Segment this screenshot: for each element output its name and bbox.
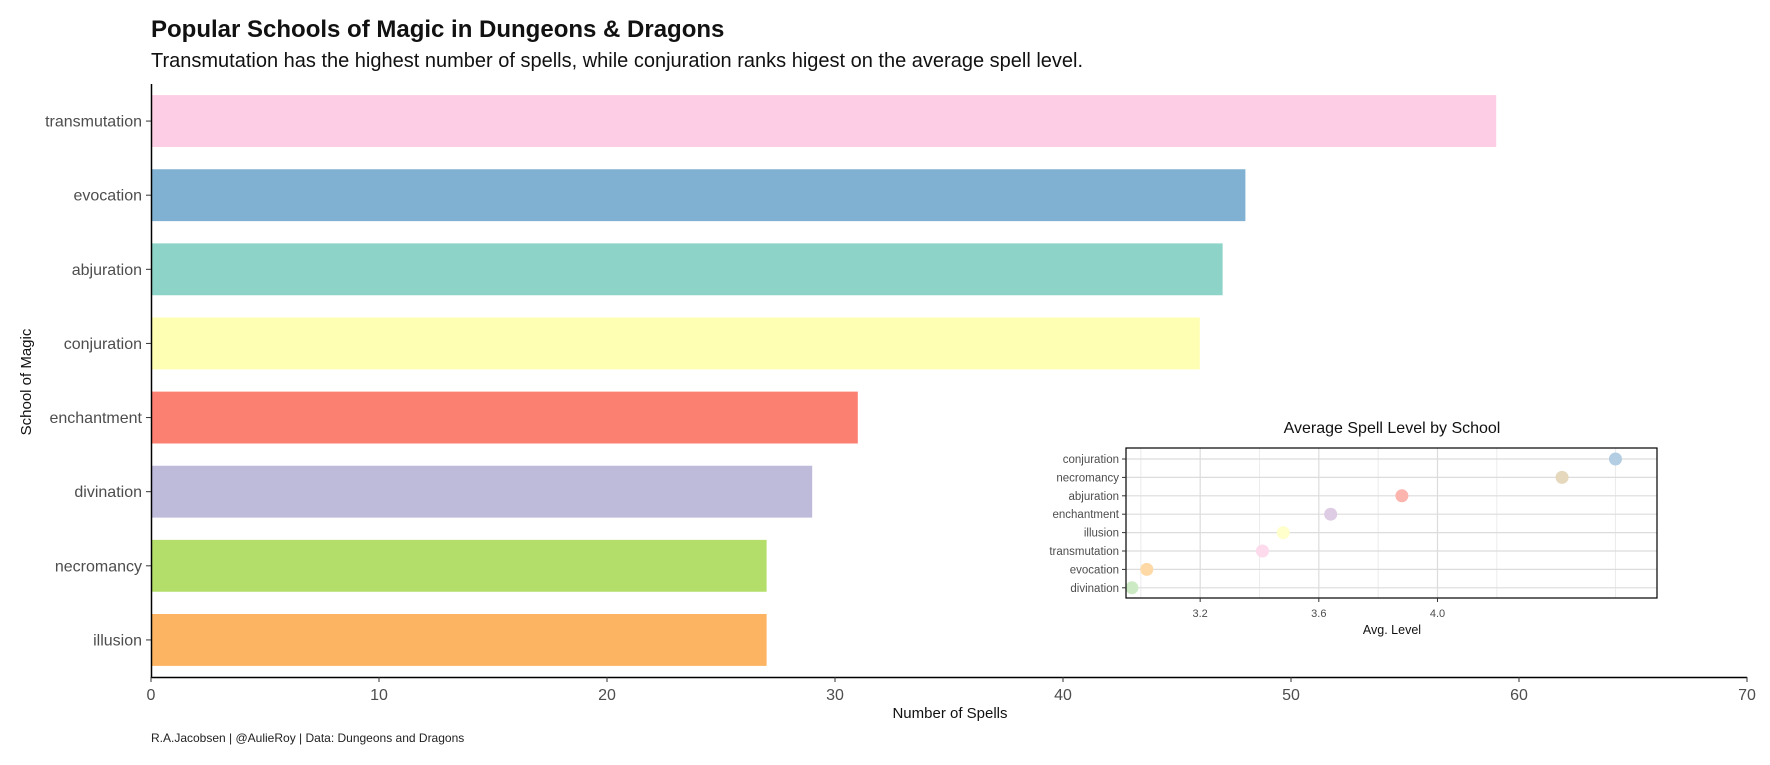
main-x-axis-title: Number of Spells [892, 705, 1007, 722]
inset-x-tick-label-3.6: 3.6 [1311, 608, 1326, 620]
inset-chart: Average Spell Level by School conjuratio… [1049, 420, 1658, 637]
category-label-evocation: evocation [74, 188, 143, 205]
inset-category-label-illusion: illusion [1084, 528, 1119, 540]
x-tick-label-50: 50 [1282, 687, 1300, 704]
x-tick-label-40: 40 [1054, 687, 1072, 704]
chart-subtitle: Transmutation has the highest number of … [151, 50, 1084, 72]
point-illusion [1276, 526, 1290, 540]
point-evocation [1140, 562, 1154, 576]
bar-abjuration [151, 243, 1223, 296]
inset-grid [1126, 448, 1657, 598]
point-enchantment [1324, 507, 1338, 521]
inset-point-group [1125, 452, 1622, 595]
inset-category-label-evocation: evocation [1070, 564, 1119, 576]
inset-tick-group: 3.2 3.6 4.0 [1193, 598, 1445, 620]
inset-x-tick-label-3.2: 3.2 [1193, 608, 1208, 620]
category-label-enchantment: enchantment [49, 410, 142, 427]
x-tick-label-0: 0 [147, 687, 156, 704]
point-conjuration [1608, 452, 1622, 466]
bar-enchantment [151, 391, 858, 444]
category-label-divination: divination [74, 484, 142, 501]
point-necromancy [1555, 470, 1569, 484]
bar-evocation [151, 169, 1246, 222]
bar-divination [151, 465, 813, 518]
inset-category-label-enchantment: enchantment [1053, 509, 1120, 521]
main-category-group: transmutation evocation abjuration conjurat… [45, 114, 151, 649]
chart-title: Popular Schools of Magic in Dungeons & D… [151, 16, 725, 43]
main-axes [150, 84, 1747, 679]
inset-category-label-necromancy: necromancy [1056, 472, 1119, 484]
category-label-illusion: illusion [93, 632, 142, 649]
main-bar-group [151, 95, 1497, 666]
x-tick-label-30: 30 [826, 687, 844, 704]
category-label-abjuration: abjuration [72, 262, 142, 279]
inset-category-label-transmutation: transmutation [1049, 546, 1119, 558]
inset-title: Average Spell Level by School [1284, 420, 1501, 437]
bar-illusion [151, 613, 767, 666]
point-abjuration [1395, 489, 1409, 503]
inset-category-label-divination: divination [1070, 583, 1119, 595]
x-tick-label-70: 70 [1738, 687, 1756, 704]
main-y-axis-title: School of Magic [18, 328, 35, 435]
inset-x-axis-title: Avg. Level [1363, 623, 1421, 637]
inset-category-label-abjuration: abjuration [1068, 491, 1119, 503]
main-tick-group: 0 10 20 30 40 50 60 70 [147, 677, 1756, 704]
source-caption: R.A.Jacobsen | @AulieRoy | Data: Dungeon… [151, 731, 465, 745]
category-label-transmutation: transmutation [45, 114, 142, 131]
inset-category-group: conjuration necromancy abjuration enchantme… [1049, 454, 1126, 595]
x-tick-label-60: 60 [1510, 687, 1528, 704]
point-divination [1125, 581, 1139, 595]
inset-category-label-conjuration: conjuration [1063, 454, 1119, 466]
bar-conjuration [151, 317, 1200, 370]
bar-transmutation [151, 95, 1497, 148]
category-label-conjuration: conjuration [64, 336, 142, 353]
x-tick-label-20: 20 [598, 687, 616, 704]
category-label-necromancy: necromancy [55, 558, 142, 575]
x-tick-label-10: 10 [370, 687, 388, 704]
inset-panel [1126, 448, 1657, 598]
bar-necromancy [151, 539, 767, 592]
inset-x-tick-label-4: 4.0 [1430, 608, 1445, 620]
inset-panel-border [1125, 447, 1658, 599]
point-transmutation [1255, 544, 1269, 558]
